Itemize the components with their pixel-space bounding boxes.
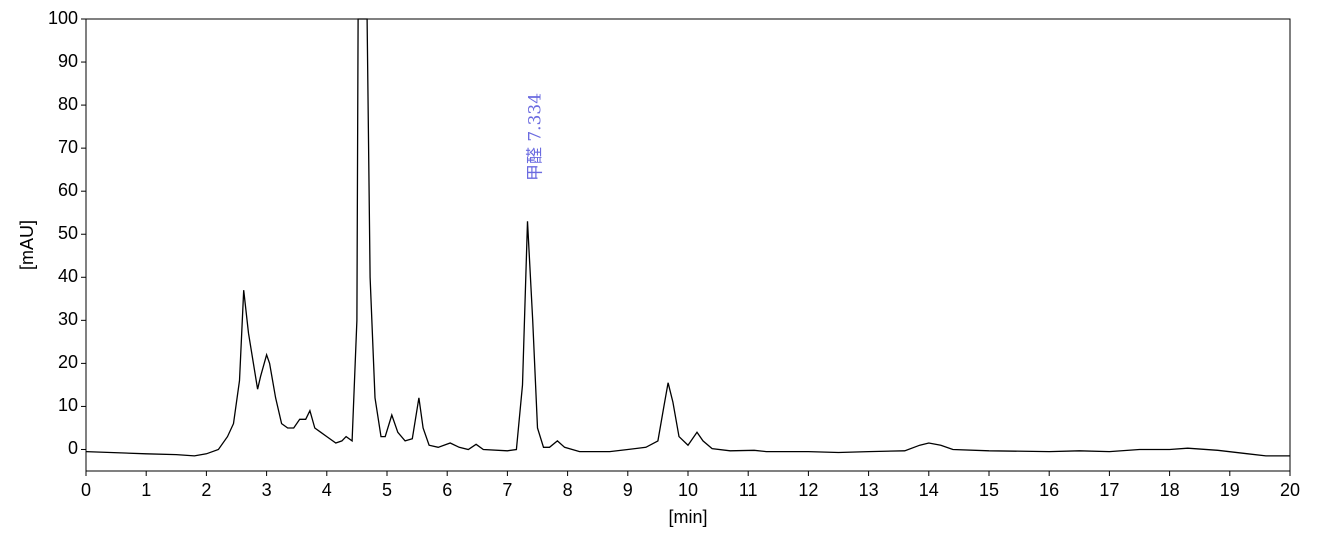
x-tick-label: 16 [1039,480,1059,500]
y-tick-label: 40 [58,266,78,286]
x-tick-label: 0 [81,480,91,500]
peak-annotation: 甲醛 7.334 [526,93,546,181]
y-tick-label: 80 [58,94,78,114]
x-tick-label: 11 [739,480,758,500]
y-tick-label: 50 [58,223,78,243]
x-tick-label: 7 [502,480,512,500]
x-tick-label: 20 [1280,480,1300,500]
y-tick-label: 20 [58,352,78,372]
x-tick-label: 15 [979,480,999,500]
y-tick-label: 100 [48,8,78,28]
x-tick-label: 6 [442,480,452,500]
x-tick-label: 1 [141,480,151,500]
x-tick-label: 8 [563,480,573,500]
x-tick-label: 13 [859,480,879,500]
y-tick-label: 0 [68,438,78,458]
x-axis-label: [min] [668,507,707,527]
chromatogram-trace [85,18,1290,457]
x-tick-label: 4 [322,480,332,500]
y-axis-label: [mAU] [17,220,37,270]
x-tick-label: 5 [382,480,392,500]
x-tick-label: 17 [1099,480,1119,500]
y-tick-label: 70 [58,137,78,157]
y-tick-label: 10 [58,395,78,415]
plot-frame [85,18,1291,472]
x-tick-label: 19 [1220,480,1240,500]
x-tick-label: 10 [678,480,698,500]
x-tick-label: 2 [201,480,211,500]
x-tick-label: 18 [1160,480,1180,500]
x-tick-label: 14 [919,480,939,500]
x-tick-label: 3 [262,480,272,500]
y-tick-label: 60 [58,180,78,200]
x-tick-label: 9 [623,480,633,500]
y-tick-label: 90 [58,51,78,71]
y-tick-label: 30 [58,309,78,329]
x-tick-label: 12 [798,480,818,500]
